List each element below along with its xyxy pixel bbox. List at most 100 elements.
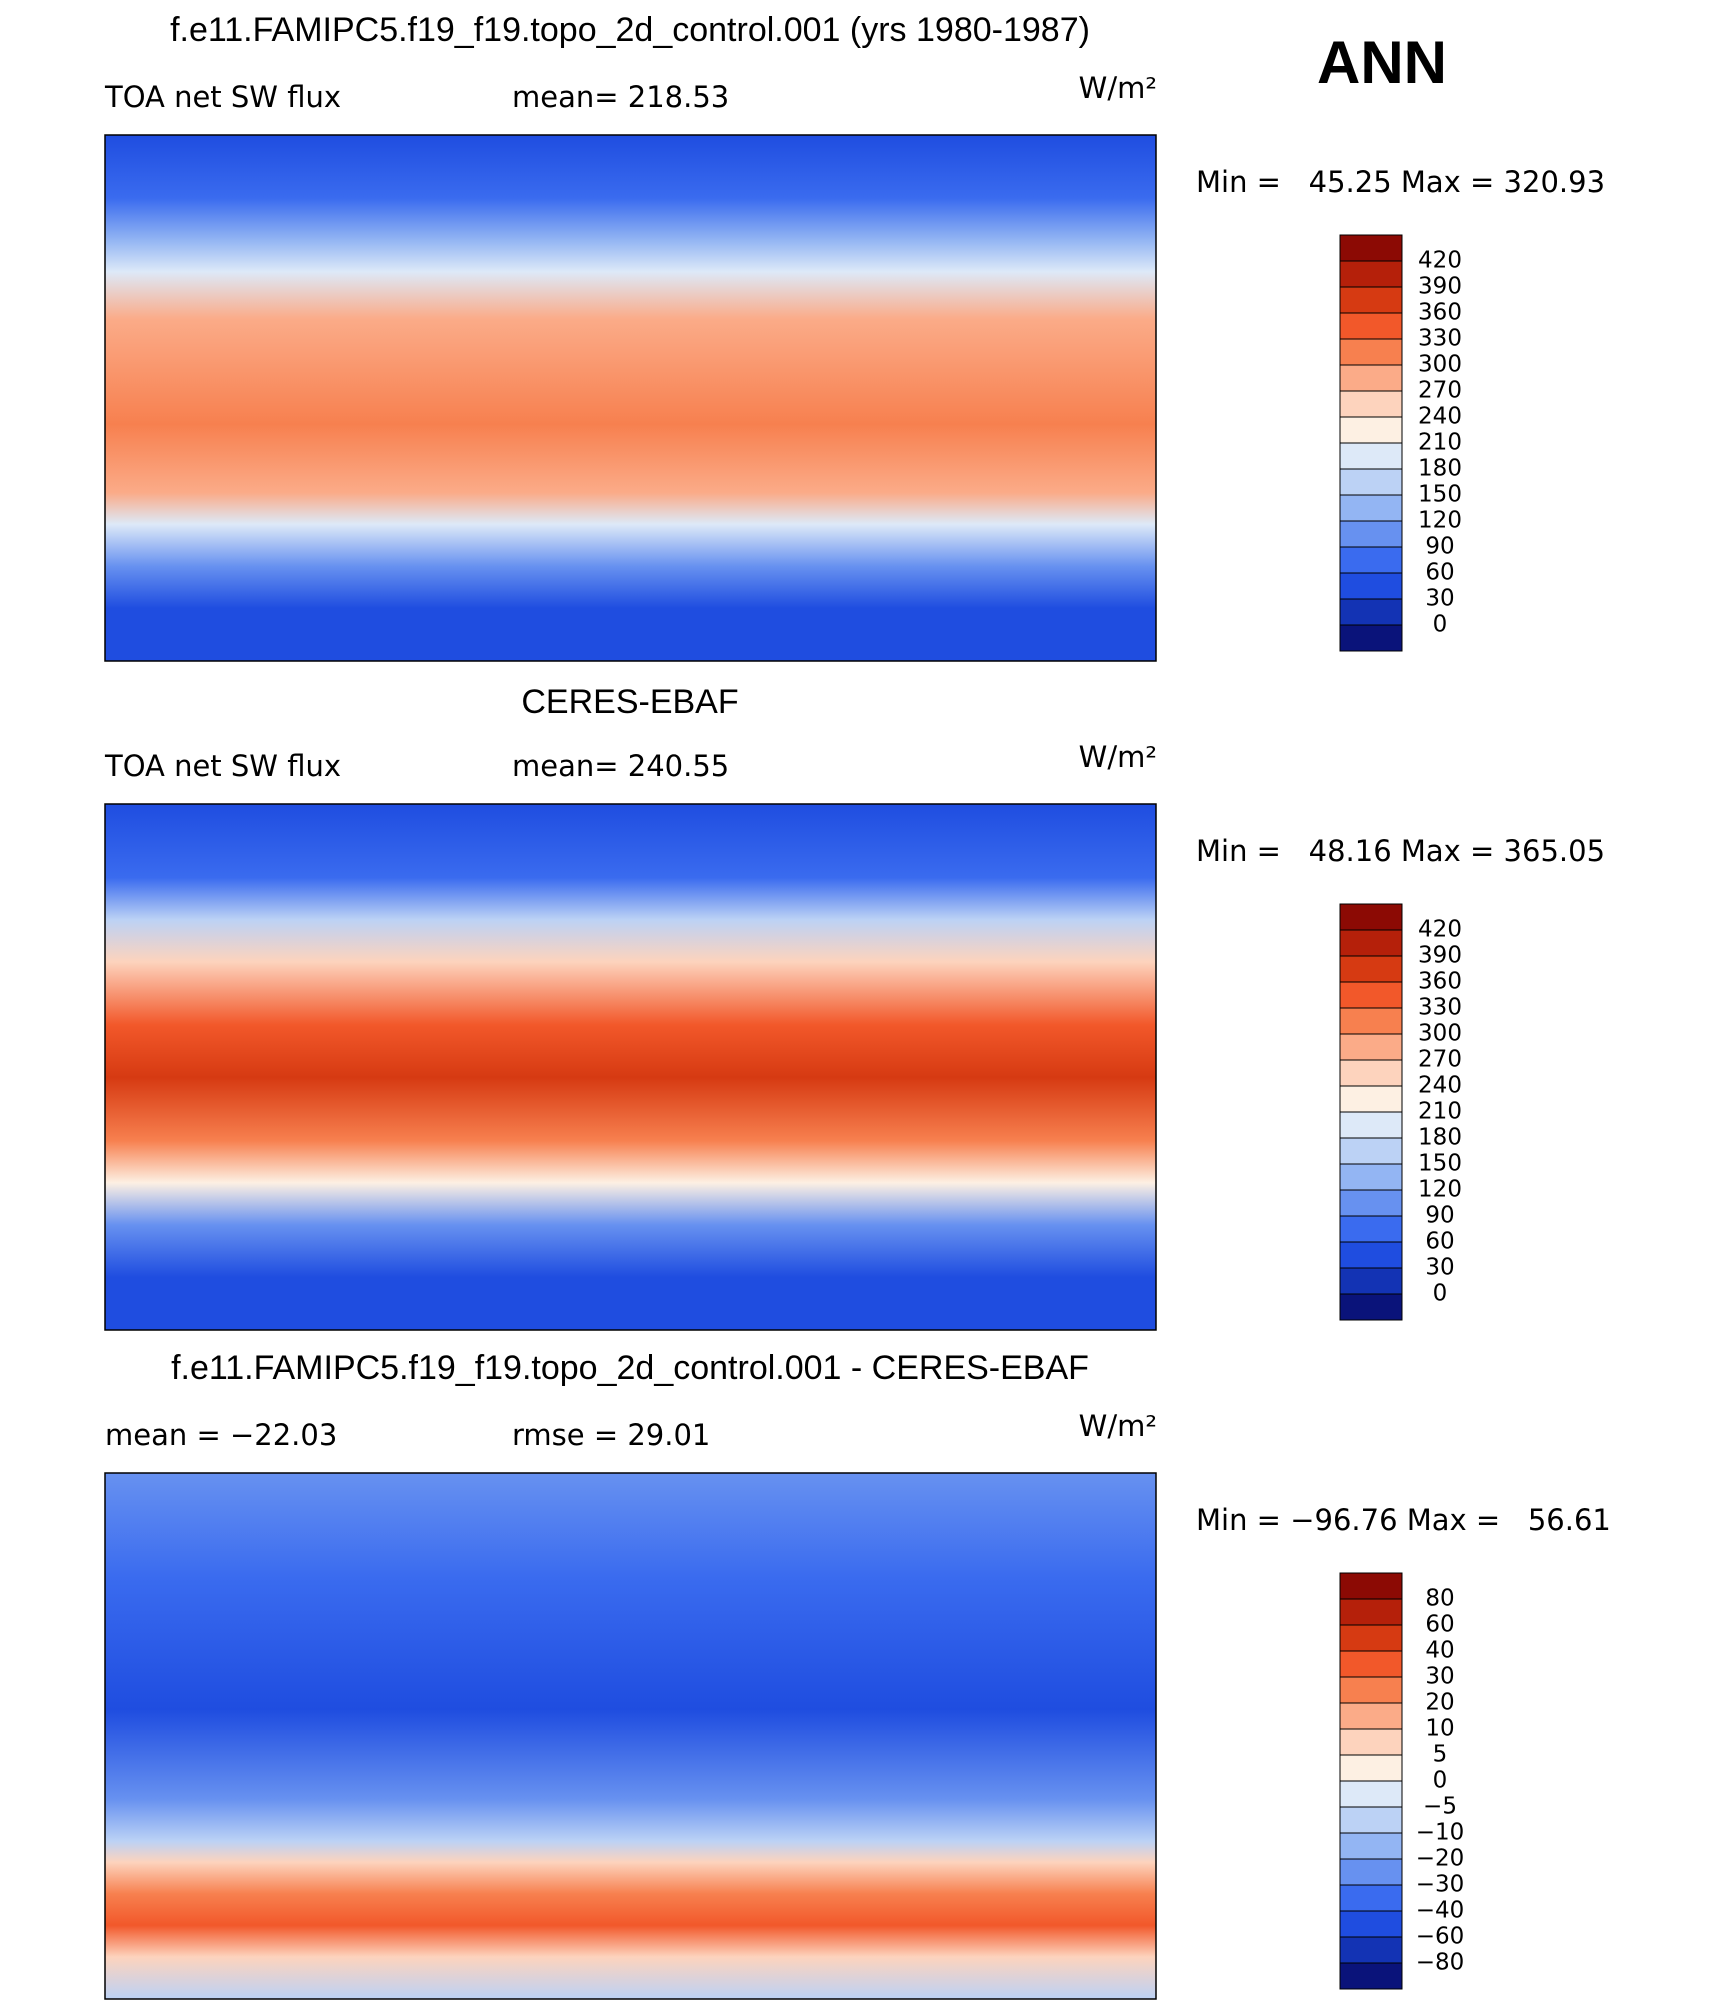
colorbar-box <box>1339 234 1403 262</box>
colorbar-label: 300 <box>1418 352 1462 378</box>
colorbar-label: −30 <box>1416 1872 1465 1898</box>
colorbar-box <box>1339 468 1403 496</box>
min-max-label: Min = 45.25 Max = 320.93 <box>1196 165 1605 199</box>
colorbar-label: 60 <box>1425 1229 1454 1255</box>
colorbar-box <box>1339 1241 1403 1269</box>
colorbar-box <box>1339 1936 1403 1964</box>
colorbar-box <box>1339 1858 1403 1886</box>
colorbar-label: 330 <box>1418 995 1462 1021</box>
colorbar-label: 180 <box>1418 456 1462 482</box>
colorbar-box <box>1339 1754 1403 1782</box>
colorbar-box <box>1339 1007 1403 1035</box>
units-label: W/m² <box>1079 740 1157 774</box>
colorbar-label: 210 <box>1418 1099 1462 1125</box>
colorbar-label: 270 <box>1418 1047 1462 1073</box>
panel-title: f.e11.FAMIPC5.f19_f19.topo_2d_control.00… <box>170 11 1090 49</box>
left-label: mean = −22.03 <box>105 1418 337 1452</box>
colorbar-box <box>1339 1962 1403 1990</box>
colorbar-label: 390 <box>1418 274 1462 300</box>
colorbar-box <box>1339 1215 1403 1243</box>
colorbar-box <box>1339 1293 1403 1321</box>
colorbar-box <box>1339 1780 1403 1808</box>
colorbar-box <box>1339 1884 1403 1912</box>
colorbar-label: 150 <box>1418 482 1462 508</box>
colorbar-label: 330 <box>1418 326 1462 352</box>
colorbar-box <box>1339 390 1403 418</box>
colorbar-box <box>1339 981 1403 1009</box>
colorbar-box <box>1339 260 1403 288</box>
colorbar-label: 420 <box>1418 248 1462 274</box>
colorbar-label: −80 <box>1416 1950 1465 1976</box>
colorbar-label: 240 <box>1418 404 1462 430</box>
colorbar-box <box>1339 1033 1403 1061</box>
colorbar-box <box>1339 338 1403 366</box>
map <box>104 1472 1157 2000</box>
colorbar-label: 60 <box>1425 560 1454 586</box>
colorbar-label: 90 <box>1425 534 1454 560</box>
colorbar-box <box>1339 286 1403 314</box>
colorbar-box <box>1339 1702 1403 1730</box>
colorbar-box <box>1339 1572 1403 1600</box>
left-label: TOA net SW flux <box>104 80 341 114</box>
colorbar-label: 80 <box>1425 1586 1454 1612</box>
colorbar-label: 360 <box>1418 300 1462 326</box>
colorbar-label: 30 <box>1425 1255 1454 1281</box>
colorbar-label: 120 <box>1418 1177 1462 1203</box>
colorbar-label: 0 <box>1433 1281 1448 1307</box>
colorbar-box <box>1339 1650 1403 1678</box>
colorbar-box <box>1339 903 1403 931</box>
map <box>104 134 1157 662</box>
colorbar-box <box>1339 598 1403 626</box>
colorbar-label: −60 <box>1416 1924 1465 1950</box>
min-max-label: Min = −96.76 Max = 56.61 <box>1196 1503 1611 1537</box>
colorbar-box <box>1339 1085 1403 1113</box>
colorbar-label: 300 <box>1418 1021 1462 1047</box>
center-label: mean= 218.53 <box>512 80 729 114</box>
colorbar-label: 30 <box>1425 1664 1454 1690</box>
panel-title: f.e11.FAMIPC5.f19_f19.topo_2d_control.00… <box>171 1349 1089 1387</box>
season-label: ANN <box>1317 29 1447 96</box>
colorbar-label: −5 <box>1423 1794 1457 1820</box>
units-label: W/m² <box>1079 71 1157 105</box>
colorbar-box <box>1339 1189 1403 1217</box>
colorbar-label: 0 <box>1433 612 1448 638</box>
colorbar-box <box>1339 1137 1403 1165</box>
units-label: W/m² <box>1079 1409 1157 1443</box>
colorbar-box <box>1339 546 1403 574</box>
colorbar-label: 210 <box>1418 430 1462 456</box>
colorbar-label: 30 <box>1425 586 1454 612</box>
colorbar-box <box>1339 312 1403 340</box>
panel-title: CERES-EBAF <box>521 683 738 721</box>
colorbar-box <box>1339 1806 1403 1834</box>
colorbar-label: 10 <box>1425 1716 1454 1742</box>
colorbar-box <box>1339 929 1403 957</box>
colorbar-label: 120 <box>1418 508 1462 534</box>
colorbar-label: 60 <box>1425 1612 1454 1638</box>
colorbar-label: 390 <box>1418 943 1462 969</box>
left-label: TOA net SW flux <box>104 749 341 783</box>
map <box>104 803 1157 1331</box>
colorbar-label: −40 <box>1416 1898 1465 1924</box>
colorbar-box <box>1339 364 1403 392</box>
colorbar-label: 270 <box>1418 378 1462 404</box>
center-label: mean= 240.55 <box>512 749 729 783</box>
colorbar-box <box>1339 1624 1403 1652</box>
colorbar-box <box>1339 624 1403 652</box>
colorbar-label: 360 <box>1418 969 1462 995</box>
colorbar-box <box>1339 1598 1403 1626</box>
colorbar-label: 90 <box>1425 1203 1454 1229</box>
center-label: rmse = 29.01 <box>512 1418 710 1452</box>
colorbar-box <box>1339 1111 1403 1139</box>
colorbar-box <box>1339 955 1403 983</box>
colorbar-box <box>1339 1676 1403 1704</box>
min-max-label: Min = 48.16 Max = 365.05 <box>1196 834 1605 868</box>
colorbar-box <box>1339 572 1403 600</box>
colorbar-box <box>1339 416 1403 444</box>
colorbar-box <box>1339 520 1403 548</box>
colorbar-label: 20 <box>1425 1690 1454 1716</box>
colorbar-label: 420 <box>1418 917 1462 943</box>
colorbar-box <box>1339 1910 1403 1938</box>
colorbar-label: 180 <box>1418 1125 1462 1151</box>
colorbar-label: 5 <box>1433 1742 1448 1768</box>
